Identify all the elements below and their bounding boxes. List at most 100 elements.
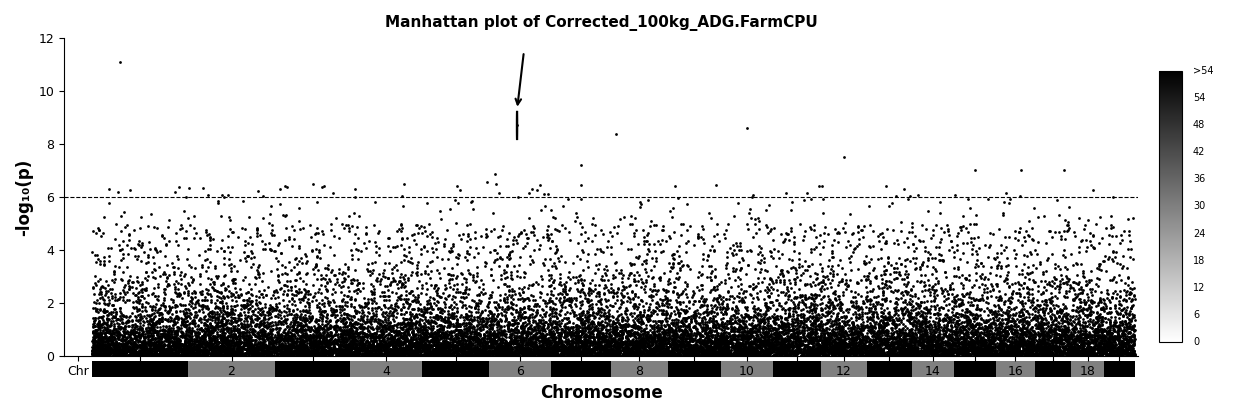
Point bbox=[733, 341, 753, 348]
Point bbox=[624, 339, 644, 346]
Point bbox=[1025, 344, 1045, 351]
Point bbox=[463, 318, 482, 325]
Point bbox=[415, 334, 435, 341]
Point bbox=[883, 346, 903, 353]
Point bbox=[536, 309, 556, 315]
Point bbox=[1039, 347, 1059, 354]
Point bbox=[594, 285, 614, 292]
Point bbox=[874, 350, 894, 357]
Point bbox=[324, 348, 343, 354]
Point bbox=[405, 332, 425, 339]
Point bbox=[365, 338, 384, 344]
Point bbox=[110, 310, 130, 317]
Point bbox=[249, 343, 269, 350]
Point bbox=[650, 274, 670, 281]
Point bbox=[766, 276, 786, 283]
Point bbox=[1073, 340, 1092, 347]
Point bbox=[182, 276, 202, 283]
Point bbox=[820, 329, 839, 336]
Point bbox=[1044, 337, 1064, 344]
Point bbox=[538, 352, 558, 359]
Point bbox=[857, 344, 877, 350]
Point bbox=[641, 348, 661, 355]
Point bbox=[1075, 346, 1095, 352]
Point bbox=[888, 343, 908, 350]
Point bbox=[973, 331, 993, 337]
Point bbox=[450, 322, 470, 329]
Point bbox=[771, 314, 791, 321]
Point bbox=[211, 307, 231, 314]
Point bbox=[1101, 352, 1121, 358]
Point bbox=[1043, 328, 1063, 335]
Point bbox=[572, 275, 591, 282]
Point bbox=[1049, 345, 1069, 352]
Point bbox=[258, 332, 278, 338]
Point bbox=[445, 327, 465, 333]
Point bbox=[1095, 327, 1115, 334]
Point bbox=[190, 343, 210, 349]
Point bbox=[719, 330, 739, 337]
Point bbox=[818, 310, 838, 317]
Point bbox=[526, 334, 546, 341]
Point bbox=[733, 335, 753, 342]
Point bbox=[438, 328, 458, 335]
Point bbox=[420, 258, 440, 265]
Point bbox=[160, 335, 180, 342]
Point bbox=[1018, 338, 1038, 344]
Point bbox=[347, 349, 367, 355]
Point bbox=[254, 322, 274, 329]
Point bbox=[1064, 337, 1084, 343]
Point bbox=[1033, 325, 1053, 332]
Point bbox=[966, 334, 986, 341]
Point bbox=[811, 332, 831, 339]
Point bbox=[156, 346, 176, 353]
Point bbox=[768, 349, 787, 356]
Point bbox=[836, 328, 856, 334]
Point bbox=[900, 292, 920, 299]
Point bbox=[934, 304, 954, 311]
Point bbox=[799, 346, 818, 352]
Point bbox=[970, 332, 990, 338]
Point bbox=[619, 347, 639, 354]
Point bbox=[1112, 338, 1132, 344]
Point bbox=[853, 342, 873, 349]
Point bbox=[1039, 345, 1059, 352]
Point bbox=[851, 348, 870, 355]
Point bbox=[619, 346, 639, 352]
Point bbox=[1092, 351, 1112, 357]
Point bbox=[157, 332, 177, 338]
Point bbox=[290, 314, 310, 321]
Point bbox=[1116, 321, 1136, 328]
Point bbox=[389, 350, 409, 357]
Point bbox=[149, 310, 169, 317]
Point bbox=[446, 309, 466, 316]
Point bbox=[511, 334, 531, 341]
Point bbox=[1042, 319, 1061, 325]
Point bbox=[115, 344, 135, 351]
Point bbox=[625, 352, 645, 358]
Point bbox=[233, 343, 253, 349]
Point bbox=[792, 292, 812, 299]
Point bbox=[1045, 316, 1065, 322]
Point bbox=[625, 352, 645, 358]
Point bbox=[939, 344, 959, 351]
Point bbox=[1091, 347, 1111, 353]
Point bbox=[641, 322, 661, 329]
Point bbox=[133, 341, 153, 348]
Point bbox=[963, 344, 983, 351]
Point bbox=[613, 315, 632, 322]
Point bbox=[699, 352, 719, 359]
Point bbox=[482, 344, 502, 351]
Point bbox=[681, 335, 701, 342]
Point bbox=[849, 349, 869, 356]
Point bbox=[842, 347, 862, 354]
Point bbox=[888, 332, 908, 339]
Point bbox=[326, 339, 346, 345]
Point bbox=[1109, 334, 1128, 340]
Point bbox=[150, 334, 170, 341]
Point bbox=[906, 323, 926, 329]
Point bbox=[546, 346, 565, 353]
Point bbox=[289, 245, 309, 252]
Point bbox=[360, 348, 379, 355]
Point bbox=[100, 346, 120, 352]
